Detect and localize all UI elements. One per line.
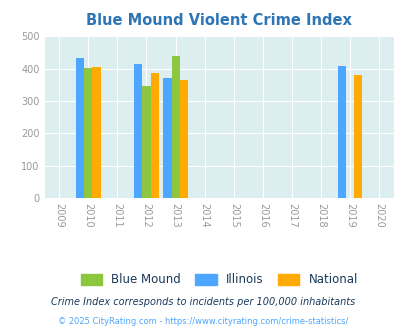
Bar bbox=[134, 64, 142, 198]
Bar bbox=[76, 58, 84, 198]
Bar bbox=[84, 68, 92, 198]
Title: Blue Mound Violent Crime Index: Blue Mound Violent Crime Index bbox=[86, 13, 351, 28]
Legend: Blue Mound, Illinois, National: Blue Mound, Illinois, National bbox=[75, 268, 363, 292]
Bar bbox=[179, 80, 188, 198]
Bar bbox=[142, 86, 150, 198]
Bar bbox=[354, 76, 362, 198]
Text: © 2025 CityRating.com - https://www.cityrating.com/crime-statistics/: © 2025 CityRating.com - https://www.city… bbox=[58, 317, 347, 326]
Bar bbox=[163, 78, 171, 198]
Bar bbox=[150, 73, 158, 198]
Bar bbox=[92, 67, 100, 198]
Bar bbox=[337, 66, 345, 198]
Bar bbox=[171, 56, 179, 198]
Text: Crime Index corresponds to incidents per 100,000 inhabitants: Crime Index corresponds to incidents per… bbox=[51, 297, 354, 307]
